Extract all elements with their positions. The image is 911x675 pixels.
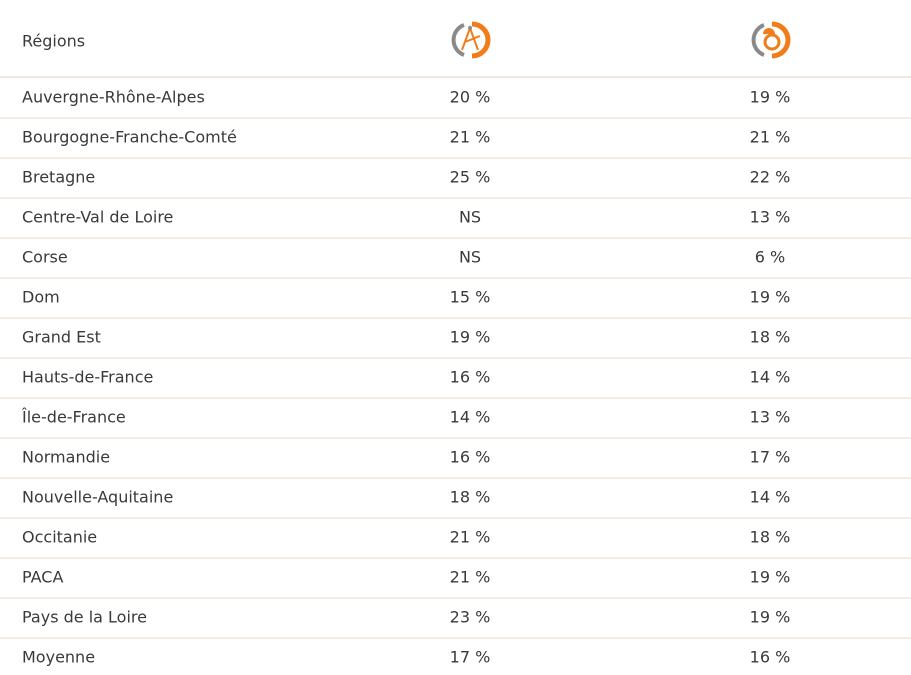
value-cell: NS (459, 248, 481, 267)
value-cell: 18 % (750, 328, 791, 347)
icon-construction (751, 21, 791, 59)
value-cell: 21 % (750, 128, 791, 147)
region-name: Normandie (22, 448, 110, 467)
icon-design (451, 21, 491, 59)
value-cell: 14 % (750, 488, 791, 507)
region-name: Pays de la Loire (22, 608, 147, 627)
value-cell: 16 % (450, 448, 491, 467)
value-cell: 21 % (450, 568, 491, 587)
value-cell: 19 % (750, 608, 791, 627)
value-cell: 14 % (450, 408, 491, 427)
region-name: PACA (22, 568, 63, 587)
region-name: Île-de-France (21, 408, 126, 427)
value-cell: 18 % (750, 528, 791, 547)
value-cell: 19 % (450, 328, 491, 347)
region-name: Dom (22, 288, 60, 307)
region-name: Hauts-de-France (22, 368, 153, 387)
value-cell: 20 % (450, 88, 491, 107)
value-cell: 17 % (750, 448, 791, 467)
region-name: Centre-Val de Loire (22, 208, 173, 227)
value-cell: 21 % (450, 528, 491, 547)
value-cell: 6 % (755, 248, 785, 267)
value-cell: 19 % (750, 568, 791, 587)
region-name: Nouvelle-Aquitaine (22, 488, 173, 507)
region-name: Bretagne (22, 168, 95, 187)
region-name: Bourgogne-Franche-Comté (22, 128, 237, 147)
value-cell: 19 % (750, 288, 791, 307)
value-cell: NS (459, 208, 481, 227)
region-name: Occitanie (22, 528, 97, 547)
value-cell: 18 % (450, 488, 491, 507)
region-name: Grand Est (22, 328, 101, 347)
value-cell: 16 % (450, 368, 491, 387)
value-cell: 16 % (750, 648, 791, 667)
region-name: Corse (22, 248, 68, 267)
region-name: Moyenne (22, 648, 95, 667)
value-cell: 13 % (750, 208, 791, 227)
value-cell: 17 % (450, 648, 491, 667)
value-cell: 23 % (450, 608, 491, 627)
value-cell: 14 % (750, 368, 791, 387)
value-cell: 13 % (750, 408, 791, 427)
value-cell: 19 % (750, 88, 791, 107)
value-cell: 25 % (450, 168, 491, 187)
value-cell: 22 % (750, 168, 791, 187)
value-cell: 15 % (450, 288, 491, 307)
header-label: Régions (22, 32, 85, 51)
region-name: Auvergne-Rhône-Alpes (22, 88, 205, 107)
value-cell: 21 % (450, 128, 491, 147)
